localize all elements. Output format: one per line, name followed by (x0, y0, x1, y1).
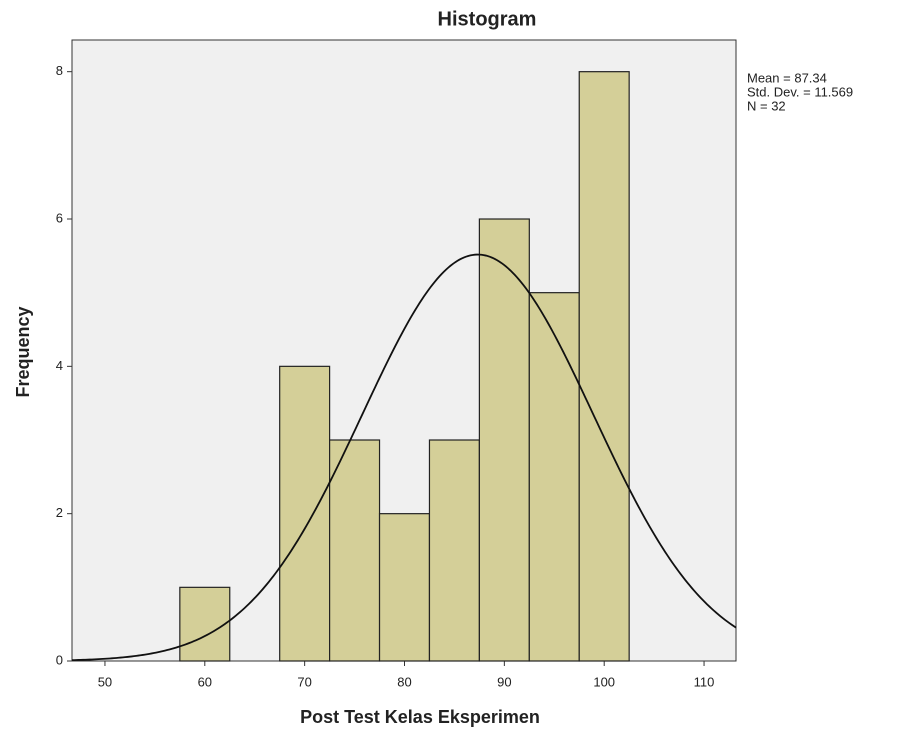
bar (330, 440, 380, 661)
bar (280, 366, 330, 661)
y-tick-label: 8 (56, 63, 63, 78)
x-tick-label: 110 (694, 674, 715, 689)
chart-title: Histogram (438, 8, 537, 30)
x-tick-label: 60 (198, 674, 212, 689)
y-axis-label: Frequency (13, 306, 33, 397)
page: Histogram Post Test Kelas Eksperimen Fre… (0, 0, 897, 733)
x-tick-label: 80 (397, 674, 411, 689)
stat-label: Mean = 87.34 (747, 70, 827, 85)
x-tick-label: 50 (98, 674, 112, 689)
x-tick-label: 100 (593, 674, 615, 689)
y-tick-label: 2 (56, 505, 63, 520)
stat-label: N = 32 (747, 98, 786, 113)
x-axis-label: Post Test Kelas Eksperimen (300, 707, 540, 727)
x-tick-label: 90 (497, 674, 511, 689)
bar (579, 72, 629, 661)
bar (529, 293, 579, 661)
chart: Histogram Post Test Kelas Eksperimen Fre… (0, 0, 897, 733)
bar (429, 440, 479, 661)
y-tick-label: 4 (56, 358, 63, 373)
y-tick-label: 0 (56, 652, 63, 667)
x-tick-label: 70 (297, 674, 311, 689)
bar (479, 219, 529, 661)
stat-label: Std. Dev. = 11.569 (747, 84, 853, 99)
y-tick-label: 6 (56, 210, 63, 225)
bar (380, 514, 430, 661)
bar (180, 587, 230, 661)
